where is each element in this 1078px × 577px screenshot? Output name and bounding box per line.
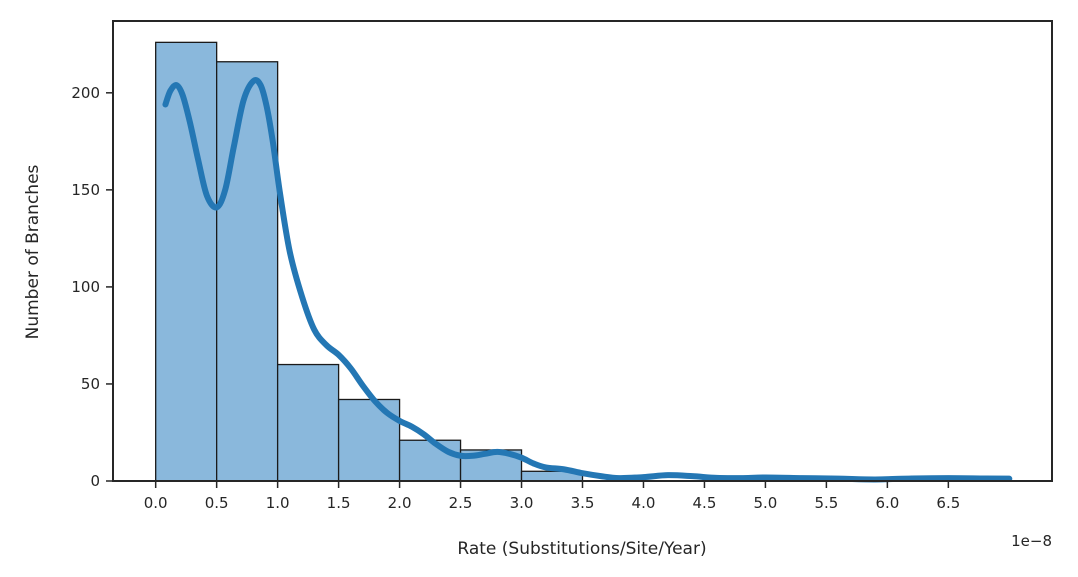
y-axis-ticks: 0 50 100 150 200 [71, 84, 113, 490]
x-tick-label: 0.0 [144, 494, 168, 512]
histogram-bar [398, 439, 462, 482]
x-tick-label: 0.5 [205, 494, 229, 512]
x-tick-label: 4.0 [632, 494, 656, 512]
y-axis-label: Number of Branches [23, 164, 43, 339]
histogram-bars [155, 41, 584, 482]
y-tick-label: 0 [90, 472, 100, 490]
x-tick-label: 6.0 [875, 494, 899, 512]
x-axis-offset-label: 1e−8 [1011, 532, 1052, 550]
x-tick-label: 2.0 [388, 494, 412, 512]
x-axis-ticks: 0.0 0.5 1.0 1.5 2.0 2.5 3.0 3.5 4.0 4.5 5.0 5.5 6.0 6… [144, 481, 960, 512]
kde-layer [162, 77, 1013, 483]
x-tick-label: 1.0 [266, 494, 290, 512]
x-tick-label: 3.5 [571, 494, 595, 512]
y-tick-label: 50 [81, 375, 100, 393]
x-tick-label: 5.0 [753, 494, 777, 512]
histogram-bar [276, 363, 340, 482]
x-axis-label: Rate (Substitutions/Site/Year) [457, 539, 706, 559]
y-tick-label: 200 [71, 84, 100, 102]
y-tick-label: 100 [71, 278, 100, 296]
x-tick-label: 2.5 [449, 494, 473, 512]
x-tick-label: 1.5 [327, 494, 351, 512]
kde-line [162, 77, 1013, 483]
x-tick-label: 5.5 [814, 494, 838, 512]
x-tick-label: 6.5 [936, 494, 960, 512]
x-tick-label: 4.5 [693, 494, 717, 512]
y-tick-label: 150 [71, 181, 100, 199]
histogram-bar [216, 61, 279, 482]
x-tick-label: 3.0 [510, 494, 534, 512]
